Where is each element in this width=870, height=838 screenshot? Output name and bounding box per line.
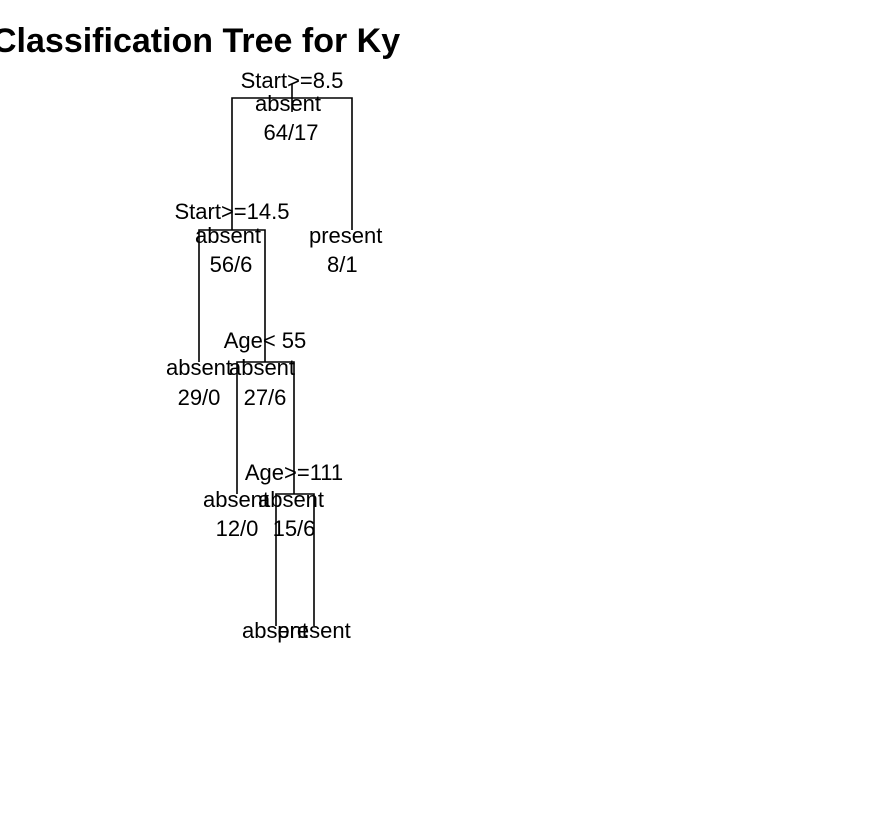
node-1-class: absent: [255, 91, 321, 116]
node-3-counts: 8/1: [327, 252, 358, 277]
split-label-4: Age>=111: [245, 460, 343, 485]
split-label-2: Start>=14.5: [175, 199, 290, 224]
node-6-class: absent: [203, 487, 269, 512]
split-label-3: Age< 55: [224, 328, 307, 353]
tree-plot: Classification Tree for Ky Start>=8.5 St…: [0, 22, 400, 643]
node-5-class: absent: [229, 355, 295, 380]
node-7-class: absent: [258, 487, 324, 512]
node-1-counts: 64/17: [263, 120, 318, 145]
node-6-counts: 12/0: [216, 516, 259, 541]
node-5-counts: 27/6: [244, 385, 287, 410]
node-4-counts: 29/0: [178, 385, 221, 410]
edge-split-4: [275, 493, 315, 626]
split-label-1: Start>=8.5: [241, 68, 344, 93]
node-9-class: present: [277, 618, 350, 643]
node-8-class: absent: [242, 618, 308, 643]
classification-tree: Classification Tree for Ky Start>=8.5 St…: [0, 22, 400, 643]
edge-split-3: [236, 361, 295, 494]
node-2-class: absent: [195, 223, 261, 248]
tree-edges: [198, 84, 353, 626]
node-7-counts: 15/6: [273, 516, 316, 541]
edge-split-2: [198, 229, 266, 362]
node-2-counts: 56/6: [210, 252, 253, 277]
chart-title: Classification Tree for Ky: [0, 22, 400, 60]
node-4-class: absent: [166, 355, 232, 380]
node-3-class: present: [309, 223, 382, 248]
